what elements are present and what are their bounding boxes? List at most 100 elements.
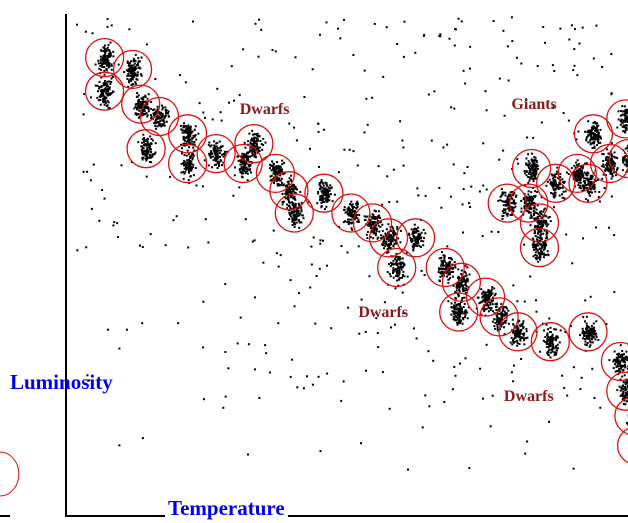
star-point	[193, 135, 196, 138]
star-point	[298, 204, 301, 207]
star-point	[599, 141, 602, 144]
star-point	[297, 202, 300, 205]
star-point	[539, 233, 542, 236]
star-point	[351, 203, 354, 206]
star-point	[353, 210, 356, 212]
star-point	[146, 147, 149, 150]
star-point	[443, 255, 446, 258]
star-point	[516, 335, 519, 338]
star-point	[484, 291, 487, 294]
star-point	[301, 214, 304, 217]
star-point	[533, 177, 536, 180]
star-point	[273, 171, 276, 174]
star-point	[614, 363, 616, 366]
star-point	[386, 175, 389, 178]
star-point	[118, 444, 121, 447]
star-point	[190, 140, 193, 143]
star-point	[106, 62, 109, 65]
star-point	[422, 244, 425, 247]
star-point	[536, 204, 539, 207]
star-point	[518, 331, 521, 334]
star-point	[388, 272, 391, 275]
star-point	[92, 163, 95, 166]
star-point	[618, 371, 621, 374]
star-point	[416, 237, 419, 240]
star-point	[106, 63, 109, 66]
star-point	[523, 170, 526, 172]
star-point	[610, 177, 613, 180]
star-point	[537, 256, 540, 259]
star-point	[181, 147, 183, 150]
star-point	[501, 200, 504, 203]
star-point	[293, 184, 295, 187]
star-point	[293, 195, 296, 198]
star-point	[113, 221, 116, 224]
star-point	[279, 254, 282, 257]
star-point	[547, 223, 550, 226]
star-point	[591, 126, 593, 129]
star-point	[271, 160, 274, 163]
star-point	[625, 165, 628, 168]
star-point	[146, 151, 149, 154]
star-point	[411, 231, 414, 234]
star-point	[317, 122, 320, 125]
star-point	[391, 235, 394, 238]
star-point	[558, 341, 561, 344]
star-point	[394, 257, 397, 260]
star-point	[503, 310, 506, 313]
star-point	[585, 139, 588, 142]
star-point	[137, 141, 140, 144]
star-point	[602, 173, 605, 176]
star-point	[322, 200, 325, 203]
star-point	[369, 222, 372, 225]
star-point	[187, 124, 190, 127]
star-point	[371, 213, 374, 216]
star-point	[101, 189, 104, 191]
star-point	[528, 207, 531, 210]
star-point	[621, 169, 624, 172]
star-point	[324, 191, 327, 194]
star-point	[454, 305, 457, 308]
star-point	[240, 163, 243, 166]
star-point	[574, 166, 577, 169]
star-point	[187, 153, 190, 156]
star-point	[143, 104, 146, 107]
star-point	[551, 64, 554, 67]
star-point	[592, 57, 595, 60]
star-point	[383, 242, 386, 245]
star-point	[544, 336, 547, 338]
star-point	[105, 55, 108, 58]
star-point	[141, 101, 144, 104]
star-point	[105, 68, 108, 70]
star-point	[554, 176, 557, 179]
star-point	[128, 28, 131, 31]
star-point	[246, 156, 249, 159]
star-point	[319, 33, 321, 36]
star-point	[264, 344, 267, 347]
star-point	[300, 209, 303, 212]
star-point	[624, 383, 627, 386]
star-point	[574, 176, 577, 179]
star-point	[589, 187, 592, 190]
star-point	[374, 226, 377, 229]
star-point	[269, 175, 272, 178]
star-point	[291, 219, 294, 222]
star-point	[464, 275, 467, 278]
star-point	[594, 190, 597, 193]
star-point	[533, 171, 536, 174]
star-point	[447, 261, 450, 264]
star-point	[612, 367, 615, 370]
star-point	[538, 252, 541, 255]
star-point	[296, 210, 299, 212]
star-point	[141, 158, 144, 161]
star-point	[554, 184, 557, 187]
star-point	[190, 132, 193, 135]
star-point	[515, 194, 518, 197]
star-point	[365, 233, 368, 236]
star-point	[588, 131, 591, 134]
star-point	[284, 197, 287, 200]
star-point	[150, 117, 153, 120]
star-point	[517, 327, 520, 330]
star-point	[534, 167, 537, 170]
star-point	[108, 88, 111, 91]
